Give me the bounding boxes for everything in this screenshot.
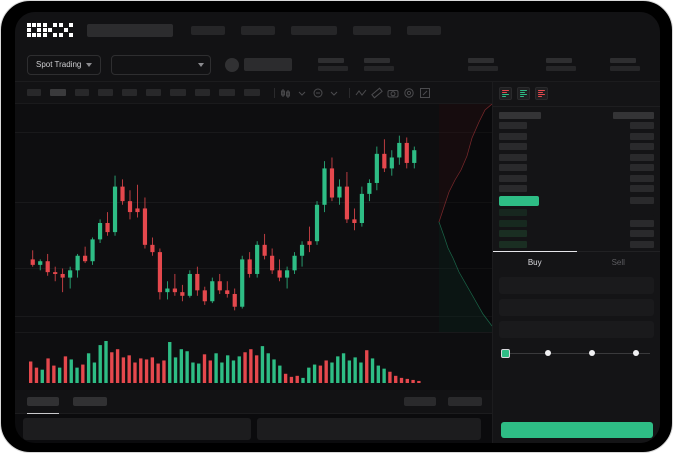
orderbook-column-header — [499, 111, 654, 119]
depth-chart-overlay — [438, 104, 492, 332]
nav-item-2[interactable] — [241, 25, 275, 35]
logo-glyph-o — [27, 23, 41, 37]
indicators-icon[interactable] — [312, 87, 324, 99]
logo-glyph-x — [59, 23, 73, 37]
chart-toolbar — [15, 82, 492, 104]
order-price-field[interactable] — [499, 277, 654, 294]
orderbook-rows[interactable] — [493, 107, 660, 248]
orders-tab-bar — [15, 390, 492, 414]
orders-action-1[interactable] — [404, 397, 436, 406]
orderbook-bid-row[interactable] — [499, 240, 654, 248]
bottom-panel-row — [15, 414, 492, 443]
gridline — [15, 202, 492, 203]
timeframe-2[interactable] — [50, 89, 66, 96]
orderbook-bid-row[interactable] — [499, 209, 654, 217]
candlestick-series — [30, 135, 417, 311]
toolbar-divider — [274, 87, 275, 98]
app-screen: Spot Trading — [15, 12, 660, 443]
coin-avatar — [225, 57, 240, 72]
orderbook-ask-row[interactable] — [499, 153, 654, 161]
gridline — [15, 268, 492, 269]
candlestick-chart-icon[interactable] — [280, 87, 292, 99]
percent-slider[interactable] — [501, 348, 652, 360]
order-total-field[interactable] — [499, 321, 654, 338]
orderbook-asks-icon[interactable] — [535, 87, 548, 100]
slider-track — [503, 353, 650, 354]
nav-item-4[interactable] — [353, 25, 391, 35]
orderbook-trade-column: Buy Sell — [492, 82, 660, 443]
slider-stop-75[interactable] — [633, 350, 639, 356]
orderbook-ask-row[interactable] — [499, 143, 654, 151]
market-stat-3 — [468, 58, 499, 71]
timeframe-4[interactable] — [98, 89, 113, 96]
buy-sell-tabs: Buy Sell — [493, 251, 660, 272]
gridline — [15, 132, 492, 133]
search-input[interactable] — [87, 23, 173, 37]
trading-pair-select[interactable] — [111, 54, 212, 75]
line-chart-icon[interactable] — [355, 87, 367, 99]
gridline — [15, 316, 492, 317]
nav-item-1[interactable] — [191, 25, 225, 35]
pair-name-label — [244, 58, 293, 71]
tab-sell[interactable]: Sell — [611, 258, 625, 267]
orderbook-ask-row[interactable] — [499, 174, 654, 182]
tab-open-orders[interactable] — [27, 397, 59, 414]
timeframe-6[interactable] — [146, 89, 161, 96]
chevron-down-icon[interactable] — [296, 87, 308, 99]
orderbook-bid-row[interactable] — [499, 219, 654, 227]
tab-order-history[interactable] — [73, 397, 107, 406]
orderbook-bid-row[interactable] — [499, 230, 654, 238]
spot-trading-dropdown[interactable]: Spot Trading — [27, 54, 102, 75]
market-stat-2 — [364, 58, 395, 71]
slider-stop-25[interactable] — [545, 350, 551, 356]
market-stat-5 — [610, 58, 641, 71]
orderbook-ask-row[interactable] — [499, 164, 654, 172]
slider-stop-50[interactable] — [589, 350, 595, 356]
orders-action-2[interactable] — [448, 397, 482, 406]
timeframe-3[interactable] — [75, 89, 89, 96]
volume-series — [29, 341, 421, 383]
spot-trading-label: Spot Trading — [36, 60, 82, 69]
bottom-panel-1[interactable] — [23, 417, 251, 440]
camera-snapshot-icon[interactable] — [387, 87, 399, 99]
ruler-measure-icon[interactable] — [371, 87, 383, 99]
submit-buy-button[interactable] — [501, 422, 653, 438]
orderbook-both-icon[interactable] — [499, 87, 512, 100]
logo-glyph-k — [43, 23, 57, 37]
volume-histogram — [15, 332, 492, 390]
timeframe-9[interactable] — [219, 89, 235, 96]
chevron-down-icon — [198, 62, 205, 67]
market-stat-4 — [546, 58, 577, 71]
market-stat-1 — [318, 58, 349, 71]
orderbook-last-price-row[interactable] — [499, 195, 654, 206]
price-chart[interactable] — [15, 104, 492, 332]
timeframe-5[interactable] — [122, 89, 137, 96]
chevron-down-icon — [86, 62, 93, 67]
tab-buy[interactable]: Buy — [493, 251, 577, 272]
timeframe-10[interactable] — [244, 89, 260, 96]
nav-item-3[interactable] — [291, 25, 337, 35]
timeframe-1[interactable] — [27, 89, 41, 96]
okx-logo[interactable] — [27, 23, 73, 37]
nav-item-5[interactable] — [407, 25, 441, 35]
chevron-down-icon[interactable] — [328, 87, 340, 99]
orderbook-ask-row[interactable] — [499, 132, 654, 140]
top-navigation-bar — [15, 12, 660, 48]
timeframe-7[interactable] — [170, 89, 186, 96]
timeframe-8[interactable] — [195, 89, 210, 96]
toolbar-divider — [349, 87, 350, 98]
market-subheader: Spot Trading — [15, 48, 660, 82]
bottom-panel-2[interactable] — [257, 417, 481, 440]
orderbook-bids-icon[interactable] — [517, 87, 530, 100]
orderbook-header — [493, 82, 660, 107]
orderbook-ask-row[interactable] — [499, 122, 654, 130]
order-amount-field[interactable] — [499, 299, 654, 316]
settings-gear-icon[interactable] — [403, 87, 415, 99]
slider-handle[interactable] — [501, 349, 510, 358]
fullscreen-expand-icon[interactable] — [419, 87, 431, 99]
orderbook-ask-row[interactable] — [499, 185, 654, 193]
orderbook-mode-toggles — [493, 82, 660, 104]
